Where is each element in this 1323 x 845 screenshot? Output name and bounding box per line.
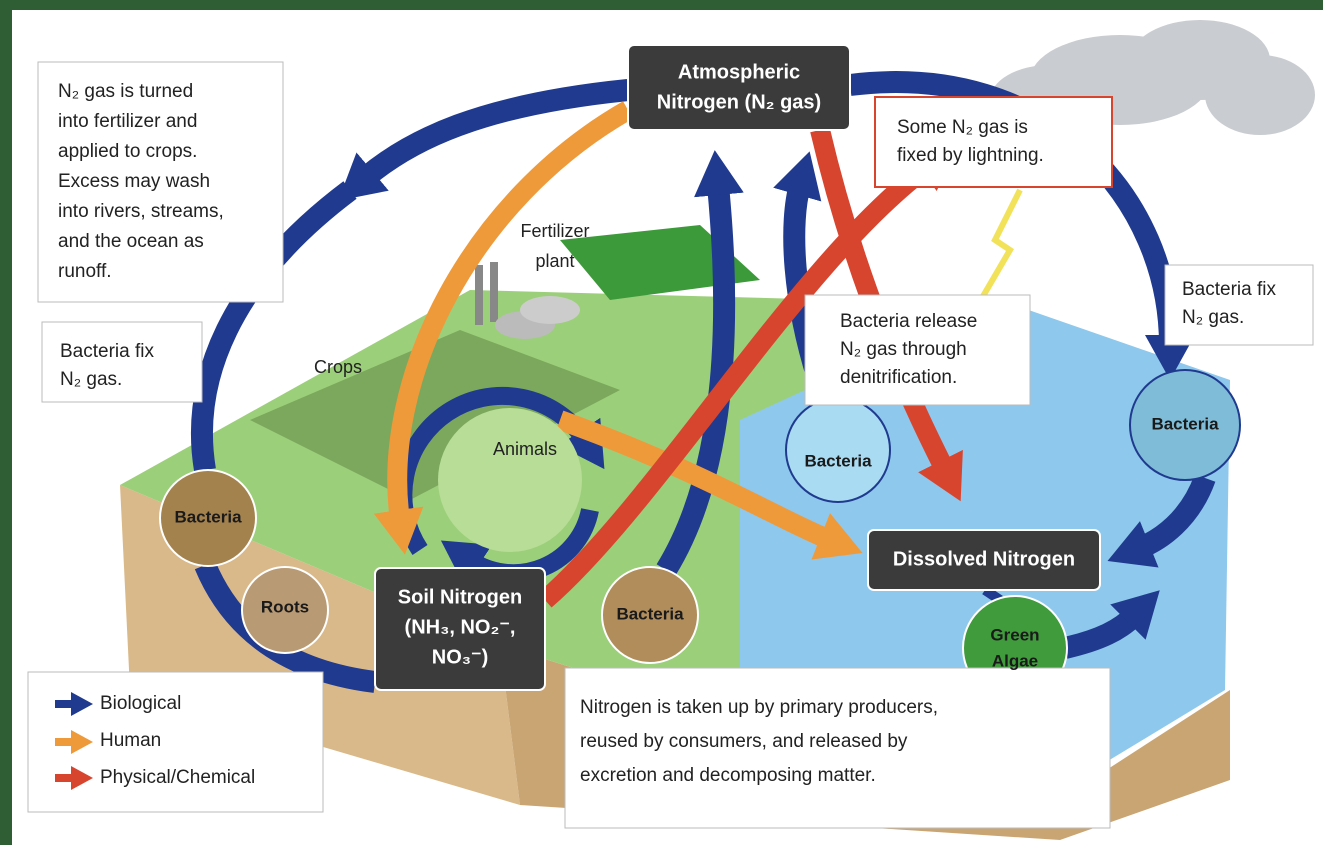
label: applied to crops. <box>58 141 197 162</box>
label: Bacteria <box>174 507 242 526</box>
label: denitrification. <box>840 367 957 388</box>
label: Bacteria <box>616 604 684 623</box>
label: Atmospheric <box>678 61 800 83</box>
label: Fertilizer <box>520 221 589 241</box>
label: reused by consumers, and released by <box>580 731 908 752</box>
atmosphere-box <box>628 45 850 130</box>
label: Bacteria fix <box>60 341 154 362</box>
callout-box <box>875 97 1112 187</box>
label: N₂ gas. <box>60 369 122 390</box>
label: excretion and decomposing matter. <box>580 765 876 786</box>
label: Bacteria <box>1151 414 1219 433</box>
label: N₂ gas. <box>1182 307 1244 328</box>
label: Soil Nitrogen <box>398 586 522 608</box>
label: Bacteria <box>804 451 872 470</box>
label: into rivers, streams, <box>58 201 224 222</box>
label: plant <box>535 251 574 271</box>
label: Some N₂ gas is <box>897 117 1028 138</box>
label: Nitrogen (N₂ gas) <box>657 91 821 113</box>
label: Dissolved Nitrogen <box>893 548 1075 570</box>
diagram: Atmospheric Nitrogen (N₂ gas) Soil Nitroge… <box>0 0 1323 845</box>
page: {"nodes": { "atmosphere": ["Atmospheric"… <box>0 0 1323 845</box>
callout-box <box>1165 265 1313 345</box>
label: Green <box>990 625 1039 644</box>
bacteria-circle <box>786 398 890 502</box>
label: (NH₃, NO₂⁻, <box>405 616 516 638</box>
label: fixed by lightning. <box>897 145 1044 166</box>
label: Bacteria fix <box>1182 279 1276 300</box>
animals-circle <box>438 408 582 552</box>
label: Animals <box>493 439 557 459</box>
label: Bacteria release <box>840 311 977 332</box>
label: Biological <box>100 693 181 714</box>
label: Human <box>100 730 161 751</box>
label: Algae <box>992 651 1038 670</box>
label: Physical/Chemical <box>100 767 255 788</box>
label: Nitrogen is taken up by primary producer… <box>580 697 938 718</box>
label: Excess may wash <box>58 171 210 192</box>
label: Crops <box>314 357 362 377</box>
label: into fertilizer and <box>58 111 197 132</box>
label: Roots <box>261 597 309 616</box>
label: N₂ gas through <box>840 339 967 360</box>
label: and the ocean as <box>58 231 204 252</box>
label: runoff. <box>58 261 112 282</box>
label: NO₃⁻) <box>432 646 488 668</box>
label: N₂ gas is turned <box>58 81 193 102</box>
